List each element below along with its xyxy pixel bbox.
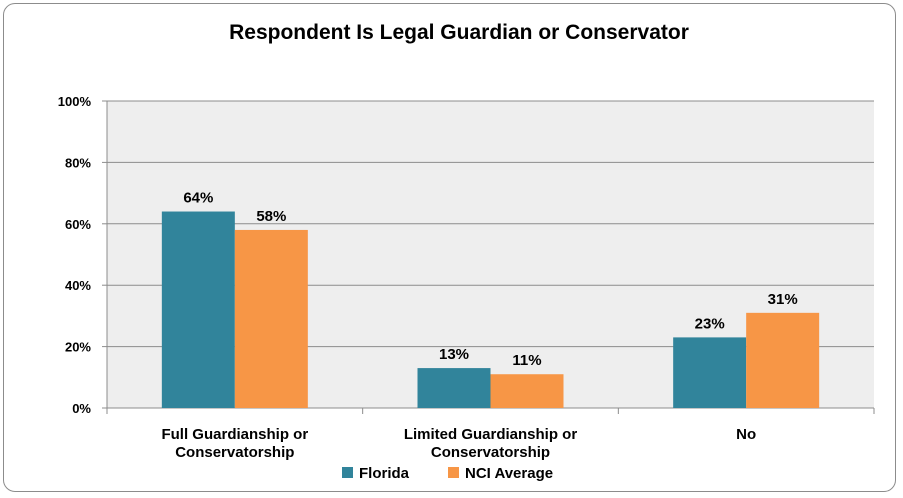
bar	[746, 312, 820, 408]
data-label: 31%	[768, 291, 798, 308]
data-label: 11%	[512, 352, 541, 369]
bar	[234, 229, 308, 408]
x-category-label: Limited Guardianship or	[404, 426, 578, 443]
y-tick-label: 60%	[65, 217, 91, 232]
chart-title: Respondent Is Legal Guardian or Conserva…	[229, 21, 689, 44]
legend-swatch	[342, 467, 353, 478]
y-tick-label: 40%	[65, 278, 91, 293]
legend-swatch	[448, 467, 459, 478]
data-label: 23%	[695, 315, 725, 332]
bar	[673, 337, 747, 408]
bar	[490, 374, 564, 408]
y-tick-label: 80%	[65, 155, 91, 170]
y-tick-label: 0%	[72, 401, 91, 416]
data-label: 64%	[183, 190, 213, 207]
data-label: 58%	[256, 208, 286, 225]
x-category-label: No	[736, 426, 756, 443]
data-label: 13%	[439, 346, 469, 363]
x-category-label: Conservatorship	[431, 444, 550, 461]
bar	[417, 368, 491, 408]
x-category-label: Full Guardianship or	[161, 426, 308, 443]
y-tick-label: 100%	[58, 94, 92, 109]
bar	[161, 211, 235, 408]
x-category-label: Conservatorship	[175, 444, 294, 461]
y-tick-label: 20%	[65, 340, 91, 355]
legend-label: NCI Average	[465, 465, 553, 482]
legend-label: Florida	[359, 465, 410, 482]
